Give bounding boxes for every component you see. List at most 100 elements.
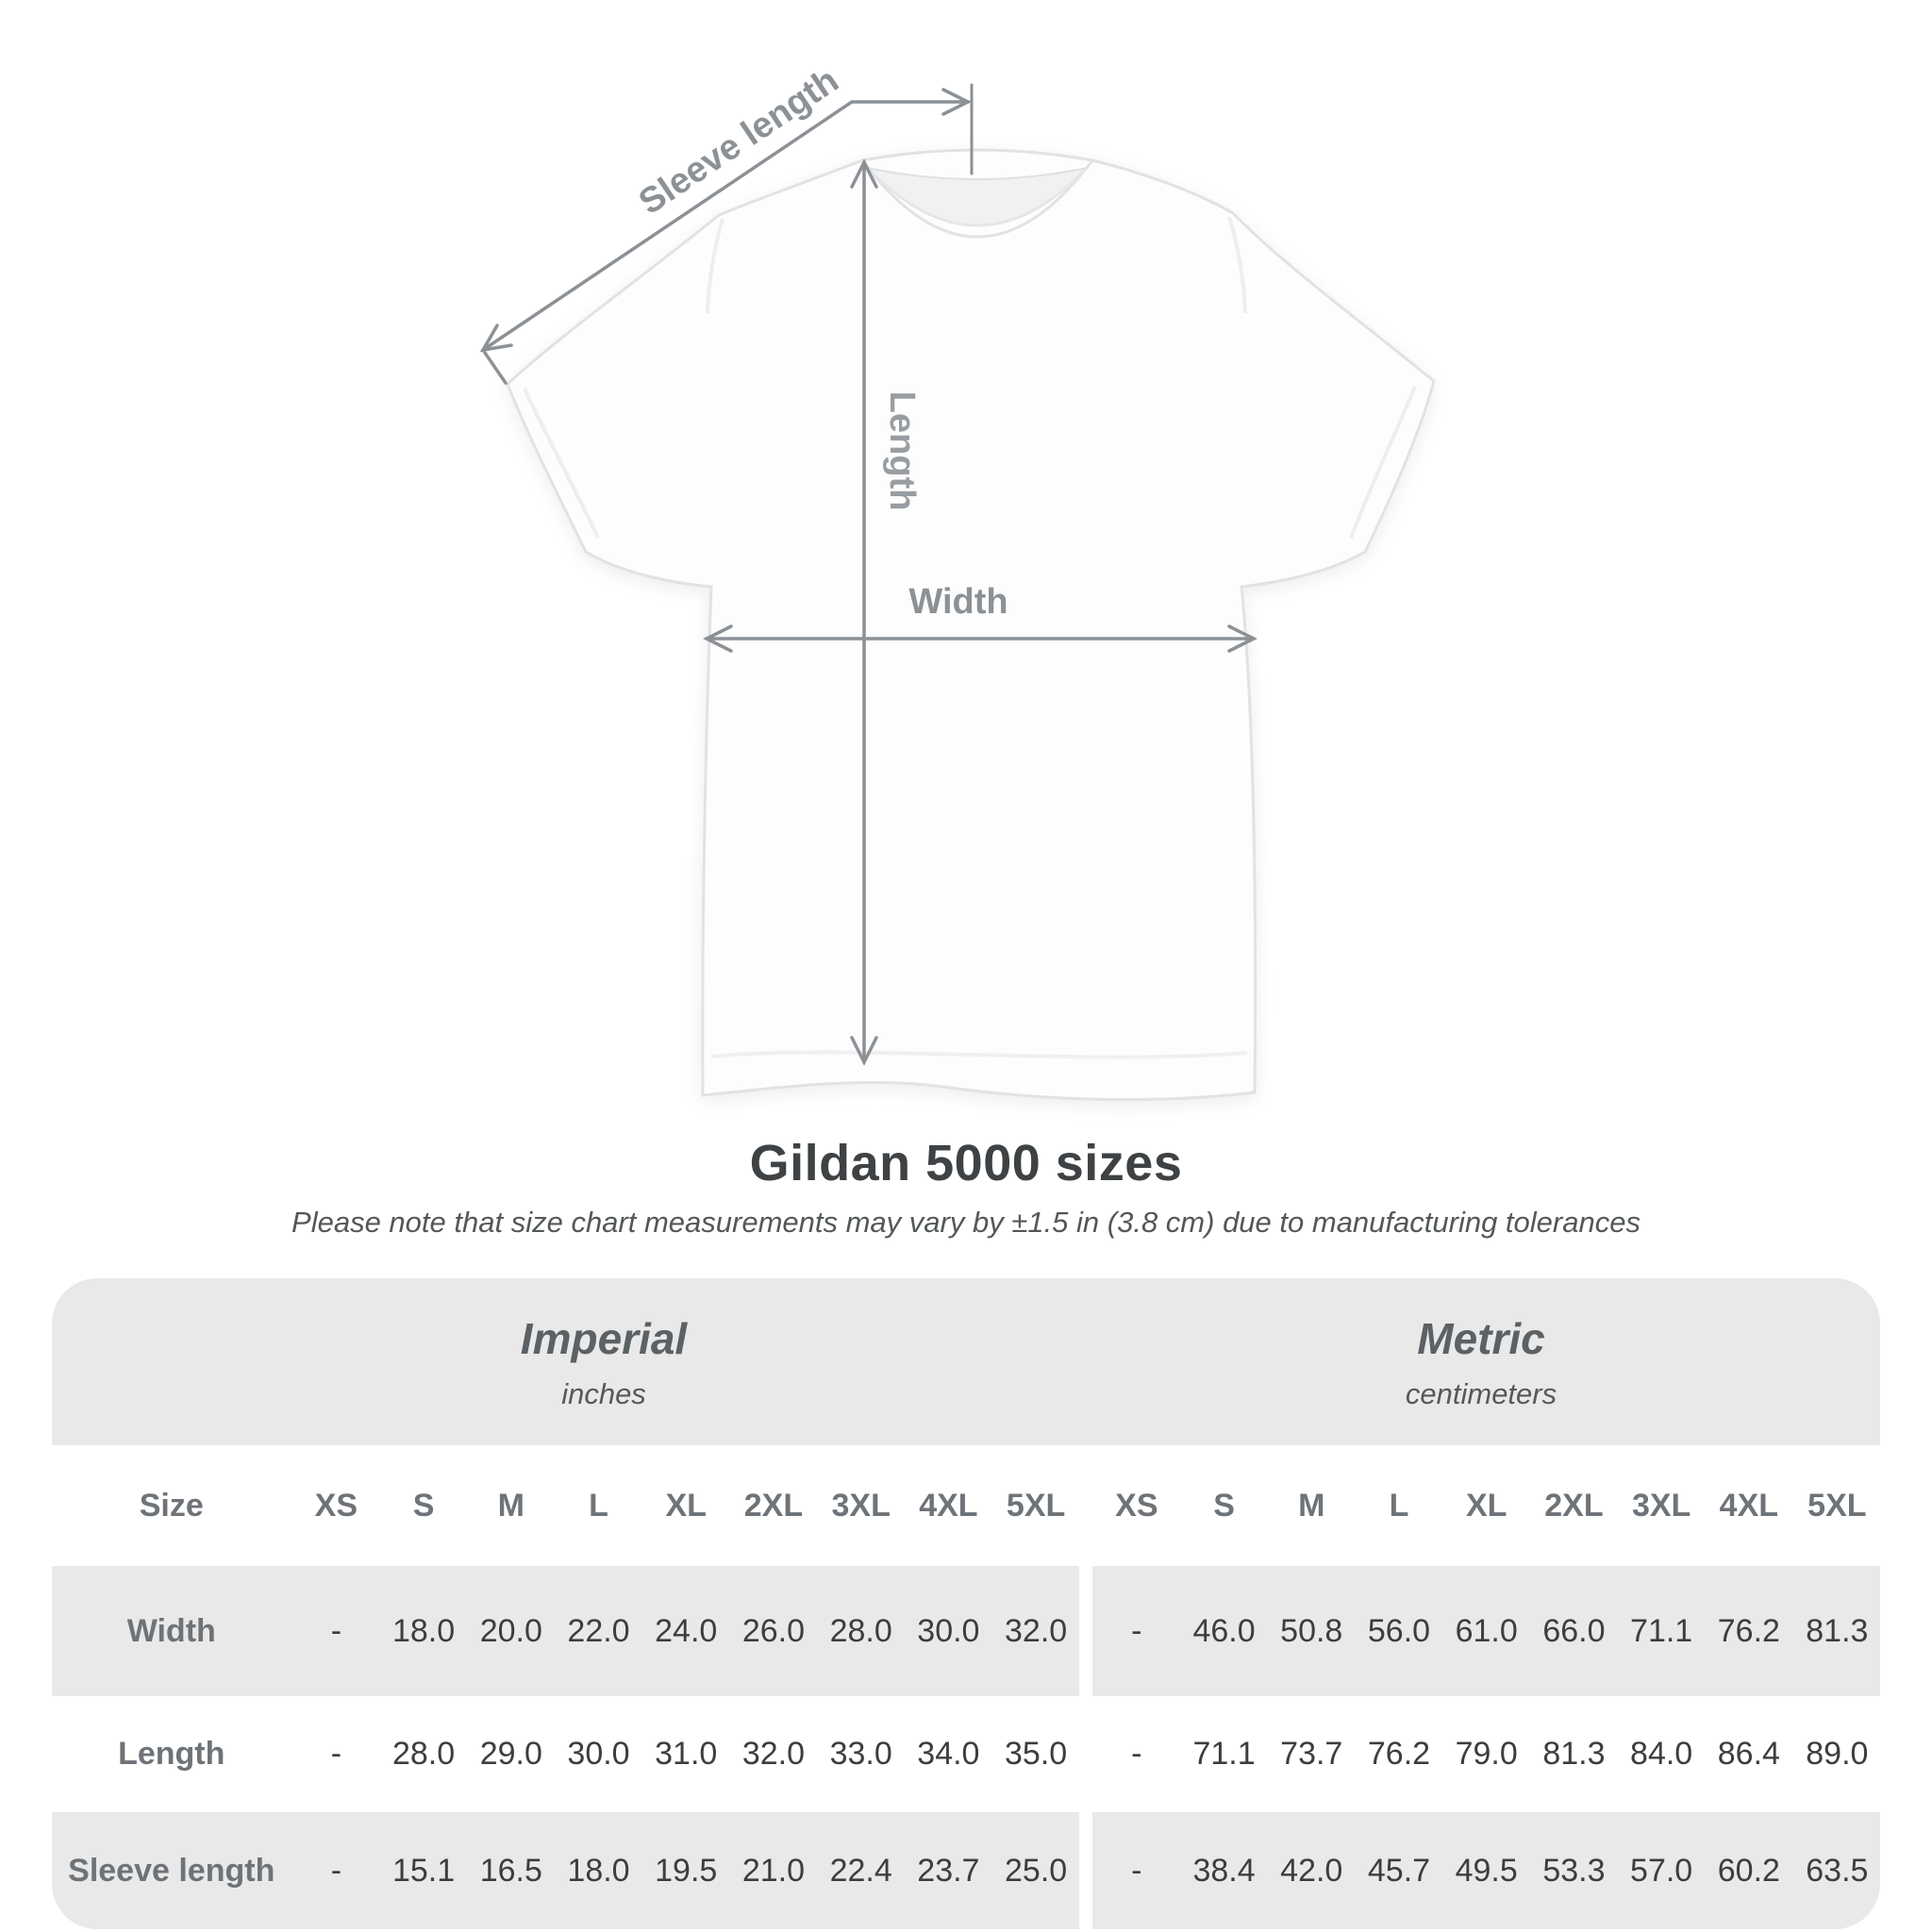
metric-group-title: Metric <box>1417 1313 1545 1363</box>
length-arrow <box>850 158 878 1066</box>
table-cell: - <box>1092 1812 1181 1929</box>
table-cell: 73.7 <box>1267 1696 1356 1812</box>
row-label: Sleeve length <box>52 1812 292 1929</box>
size-header: XL <box>641 1445 730 1566</box>
table-cell: 86.4 <box>1705 1696 1793 1812</box>
table-cell: 25.0 <box>991 1812 1080 1929</box>
table-cell: 21.0 <box>729 1812 818 1929</box>
width-row: Width - 18.0 20.0 22.0 24.0 26.0 28.0 30… <box>52 1566 1880 1696</box>
table-cell: 28.0 <box>379 1696 468 1812</box>
size-header: S <box>379 1445 468 1566</box>
table-cell: 22.0 <box>555 1566 642 1696</box>
table-cell: 29.0 <box>467 1696 556 1812</box>
row-label: Width <box>52 1566 292 1696</box>
size-header: M <box>1267 1445 1356 1566</box>
table-cell: 33.0 <box>817 1696 906 1812</box>
size-header: 3XL <box>817 1445 906 1566</box>
measurements-table: Size XS S M L XL 2XL 3XL 4XL 5XL XS S M … <box>52 1445 1880 1929</box>
size-header: 5XL <box>1792 1445 1880 1566</box>
right-sleeve-hem-stitch <box>1349 386 1417 539</box>
left-shoulder-seam <box>706 218 724 314</box>
size-header: L <box>555 1445 642 1566</box>
tshirt-graphic <box>506 148 1436 1102</box>
page-title: Gildan 5000 sizes <box>749 1135 1183 1191</box>
group-spacer <box>1079 1812 1093 1929</box>
table-cell: 49.5 <box>1442 1812 1531 1929</box>
table-cell: 19.5 <box>641 1812 730 1929</box>
table-cell: 63.5 <box>1792 1812 1880 1929</box>
metric-group-unit: centimeters <box>1405 1376 1557 1410</box>
table-cell: 50.8 <box>1267 1566 1356 1696</box>
right-shoulder-seam <box>1227 216 1247 314</box>
table-cell: 81.3 <box>1530 1696 1618 1812</box>
size-header-row: Size XS S M L XL 2XL 3XL 4XL 5XL XS S M … <box>52 1445 1880 1566</box>
imperial-group-unit: inches <box>561 1376 646 1410</box>
table-cell: 84.0 <box>1617 1696 1706 1812</box>
group-spacer <box>1079 1696 1093 1812</box>
table-cell: 61.0 <box>1442 1566 1531 1696</box>
table-cell: 28.0 <box>817 1566 906 1696</box>
table-cell: 32.0 <box>729 1696 818 1812</box>
size-header: L <box>1355 1445 1443 1566</box>
table-cell: - <box>1092 1566 1181 1696</box>
width-label: Width <box>908 582 1008 622</box>
table-cell: 71.1 <box>1617 1566 1706 1696</box>
table-cell: 76.2 <box>1705 1566 1793 1696</box>
table-cell: 57.0 <box>1617 1812 1706 1929</box>
collar-inner-seam <box>866 166 1089 227</box>
size-header: 5XL <box>991 1445 1080 1566</box>
table-cell: 30.0 <box>905 1566 992 1696</box>
table-cell: 18.0 <box>379 1566 468 1696</box>
tshirt-measurement-diagram: Sleeve length Length Width <box>479 60 1436 1102</box>
size-header: 4XL <box>905 1445 992 1566</box>
group-spacer <box>1079 1445 1093 1566</box>
table-cell: 20.0 <box>467 1566 556 1696</box>
size-corner-header: Size <box>52 1445 292 1566</box>
table-cell: 53.3 <box>1530 1812 1618 1929</box>
left-sleeve-hem-stitch <box>523 388 600 539</box>
table-cell: 24.0 <box>641 1566 730 1696</box>
size-header: 2XL <box>729 1445 818 1566</box>
size-header: M <box>467 1445 556 1566</box>
table-cell: 22.4 <box>817 1812 906 1929</box>
table-cell: 42.0 <box>1267 1812 1356 1929</box>
size-header: 2XL <box>1530 1445 1618 1566</box>
table-cell: - <box>292 1696 380 1812</box>
row-label: Length <box>52 1696 292 1812</box>
table-cell: 56.0 <box>1355 1566 1443 1696</box>
sleeve-length-row: Sleeve length - 15.1 16.5 18.0 19.5 21.0… <box>52 1812 1880 1929</box>
table-cell: 18.0 <box>555 1812 642 1929</box>
sleeve-length-arrow <box>479 88 972 385</box>
tolerance-note: Please note that size chart measurements… <box>291 1206 1641 1239</box>
table-cell: 32.0 <box>991 1566 1080 1696</box>
size-header: 3XL <box>1617 1445 1706 1566</box>
imperial-group-header: Imperial inches <box>521 1278 687 1445</box>
size-header: 4XL <box>1705 1445 1793 1566</box>
table-cell: 66.0 <box>1530 1566 1618 1696</box>
unit-group-band: Imperial inches Metric centimeters <box>52 1278 1880 1445</box>
table-cell: 60.2 <box>1705 1812 1793 1929</box>
width-arrow <box>703 625 1257 653</box>
size-header: XS <box>1092 1445 1181 1566</box>
table-cell: 16.5 <box>467 1812 556 1929</box>
tshirt-outline <box>506 148 1436 1102</box>
table-cell: 79.0 <box>1442 1696 1531 1812</box>
table-cell: 15.1 <box>379 1812 468 1929</box>
table-cell: 35.0 <box>991 1696 1080 1812</box>
table-cell: 38.4 <box>1180 1812 1268 1929</box>
collar-outer-seam <box>860 159 1094 239</box>
table-cell: 23.7 <box>905 1812 992 1929</box>
table-cell: 76.2 <box>1355 1696 1443 1812</box>
metric-group-header: Metric centimeters <box>1406 1278 1557 1445</box>
length-label: Length <box>882 391 922 511</box>
table-cell: - <box>1092 1696 1181 1812</box>
table-cell: - <box>292 1566 380 1696</box>
table-cell: 30.0 <box>555 1696 642 1812</box>
table-cell: - <box>292 1812 380 1929</box>
table-cell: 31.0 <box>641 1696 730 1812</box>
table-cell: 46.0 <box>1180 1566 1268 1696</box>
size-header: S <box>1180 1445 1268 1566</box>
imperial-group-title: Imperial <box>520 1313 688 1363</box>
size-header: XL <box>1442 1445 1531 1566</box>
